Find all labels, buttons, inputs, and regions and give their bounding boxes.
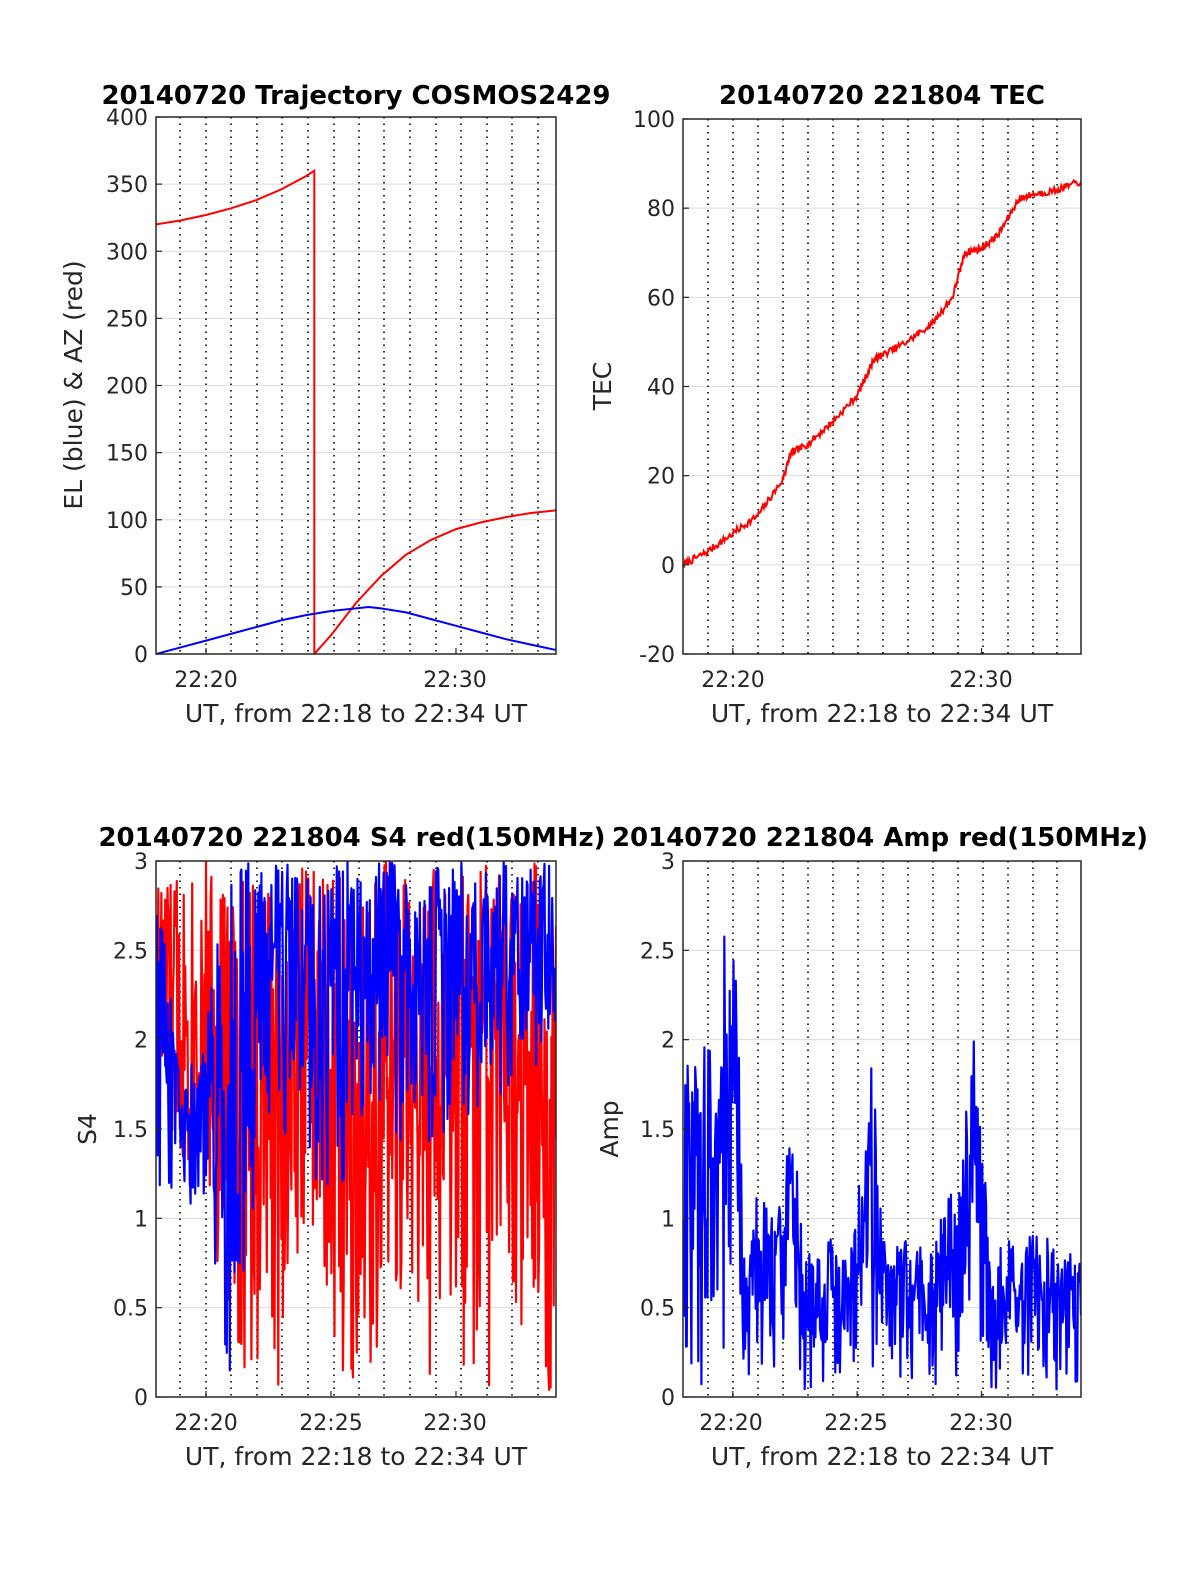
y-tick-label: 0: [661, 1386, 675, 1411]
y-tick-label: 50: [120, 576, 148, 601]
y-tick-label: 1: [134, 1207, 148, 1232]
series-line: [156, 605, 556, 654]
y-tick-label: 100: [633, 108, 675, 133]
y-tick-label: 1.5: [113, 1118, 148, 1143]
x-axis-label: UT, from 22:18 to 22:34 UT: [711, 1442, 1054, 1471]
y-tick-label: 400: [106, 106, 148, 131]
plot-frame: [155, 116, 557, 655]
y-tick-label: 150: [106, 442, 148, 467]
y-tick-label: 2.5: [113, 939, 148, 964]
y-tick-label: 40: [647, 376, 675, 401]
x-tick-label: 22:30: [949, 668, 1012, 693]
x-tick-label: 22:25: [299, 1411, 362, 1436]
y-axis-label: S4: [73, 1113, 102, 1145]
x-tick-label: 22:20: [174, 1411, 237, 1436]
y-tick-label: 80: [647, 197, 675, 222]
chart-title: 20140720 221804 Amp red(150MHz): [612, 823, 1148, 853]
y-tick-label: 100: [106, 509, 148, 534]
x-tick-label: 22:30: [949, 1411, 1012, 1436]
y-tick-label: 2: [661, 1029, 675, 1054]
x-axis-label: UT, from 22:18 to 22:34 UT: [185, 699, 528, 728]
y-tick-label: 0: [661, 554, 675, 579]
y-axis-label: EL (blue) & AZ (red): [59, 260, 88, 509]
panel-tec: 20140720 221804 TEC UT, from 22:18 to 22…: [588, 81, 1082, 728]
chart-title: 20140720 221804 TEC: [719, 81, 1045, 111]
y-tick-label: 0: [134, 643, 148, 668]
y-tick-label: 1: [661, 1207, 675, 1232]
y-axis-label: Amp: [595, 1100, 624, 1157]
plot-frame: [155, 860, 557, 1398]
series-line: [156, 861, 556, 1372]
y-tick-label: -20: [639, 643, 675, 668]
x-tick-label: 22:25: [824, 1411, 887, 1436]
y-tick-label: 0.5: [640, 1297, 675, 1322]
chart-title: 20140720 Trajectory COSMOS2429: [101, 81, 610, 111]
series-line: [156, 861, 556, 1391]
plot-frame: [682, 118, 1082, 655]
chart-title: 20140720 221804 S4 red(150MHz): [98, 823, 605, 853]
series-line: [683, 178, 1081, 569]
x-tick-label: 22:20: [701, 668, 764, 693]
x-axis-label: UT, from 22:18 to 22:34 UT: [711, 699, 1054, 728]
y-tick-label: 200: [106, 375, 148, 400]
y-tick-label: 3: [661, 850, 675, 875]
x-axis-label: UT, from 22:18 to 22:34 UT: [185, 1442, 528, 1471]
x-tick-label: 22:20: [174, 668, 237, 693]
y-tick-label: 2.5: [640, 939, 675, 964]
series-line: [156, 168, 556, 654]
y-tick-label: 0.5: [113, 1297, 148, 1322]
y-tick-label: 20: [647, 465, 675, 490]
plot-frame: [682, 860, 1082, 1398]
y-tick-label: 250: [106, 307, 148, 332]
y-tick-label: 2: [134, 1029, 148, 1054]
y-tick-label: 0: [134, 1386, 148, 1411]
x-tick-label: 22:30: [423, 1411, 486, 1436]
x-tick-label: 22:20: [699, 1411, 762, 1436]
panel-trajectory: 20140720 Trajectory COSMOS2429 UT, from …: [59, 81, 611, 728]
x-tick-label: 22:30: [423, 668, 486, 693]
y-tick-label: 1.5: [640, 1118, 675, 1143]
y-axis-label: TEC: [588, 362, 617, 412]
series-line: [683, 935, 1081, 1391]
panel-s4: 20140720 221804 S4 red(150MHz) UT, from …: [73, 823, 606, 1471]
y-tick-label: 60: [647, 286, 675, 311]
y-tick-label: 3: [134, 850, 148, 875]
y-tick-label: 350: [106, 173, 148, 198]
y-tick-label: 300: [106, 240, 148, 265]
panel-amp: 20140720 221804 Amp red(150MHz) UT, from…: [595, 823, 1148, 1471]
